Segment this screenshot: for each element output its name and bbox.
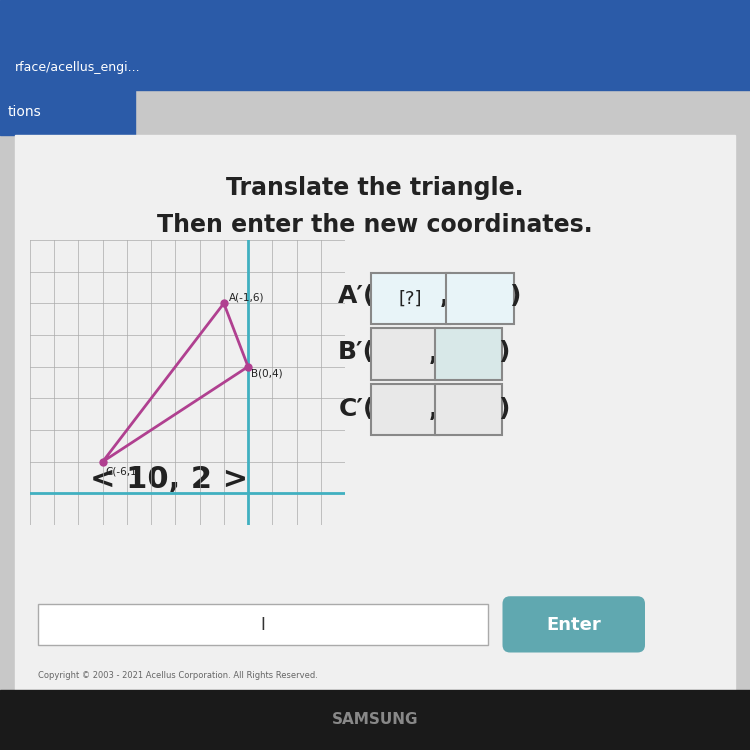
Text: rface/acellus_engi...: rface/acellus_engi... [15, 61, 141, 74]
Text: Then enter the new coordinates.: Then enter the new coordinates. [158, 213, 592, 237]
Text: ,: , [429, 397, 438, 421]
Text: C′(: C′( [339, 397, 375, 421]
Text: B′(: B′( [338, 340, 375, 364]
Text: Enter: Enter [546, 616, 602, 634]
FancyBboxPatch shape [371, 273, 450, 324]
Text: tions: tions [8, 106, 41, 119]
Bar [15, 135, 735, 690]
Text: [?]: [?] [399, 290, 422, 308]
Bar [0, 0, 750, 90]
Text: Copyright © 2003 - 2021 Acellus Corporation. All Rights Reserved.: Copyright © 2003 - 2021 Acellus Corporat… [38, 670, 317, 680]
Text: ,: , [429, 340, 438, 364]
FancyBboxPatch shape [435, 328, 502, 380]
Text: ): ) [499, 397, 510, 421]
FancyBboxPatch shape [503, 596, 645, 652]
Text: Translate the triangle.: Translate the triangle. [226, 176, 524, 200]
Text: C(-6,1): C(-6,1) [105, 466, 141, 476]
Text: SAMSUNG: SAMSUNG [332, 712, 419, 728]
FancyBboxPatch shape [371, 384, 439, 435]
Text: ): ) [499, 340, 510, 364]
Text: B(0,4): B(0,4) [251, 368, 282, 378]
FancyBboxPatch shape [446, 273, 514, 324]
FancyBboxPatch shape [371, 328, 439, 380]
Text: < 10, 2 >: < 10, 2 > [90, 466, 248, 494]
FancyBboxPatch shape [435, 384, 502, 435]
Text: ): ) [510, 284, 521, 308]
Bar [0, 690, 750, 750]
Bar [38, 604, 488, 645]
Text: A(-1,6): A(-1,6) [229, 292, 264, 302]
Text: I: I [260, 616, 265, 634]
Text: ,: , [440, 284, 449, 308]
Text: A′(: A′( [338, 284, 375, 308]
Bar [0, 90, 135, 135]
